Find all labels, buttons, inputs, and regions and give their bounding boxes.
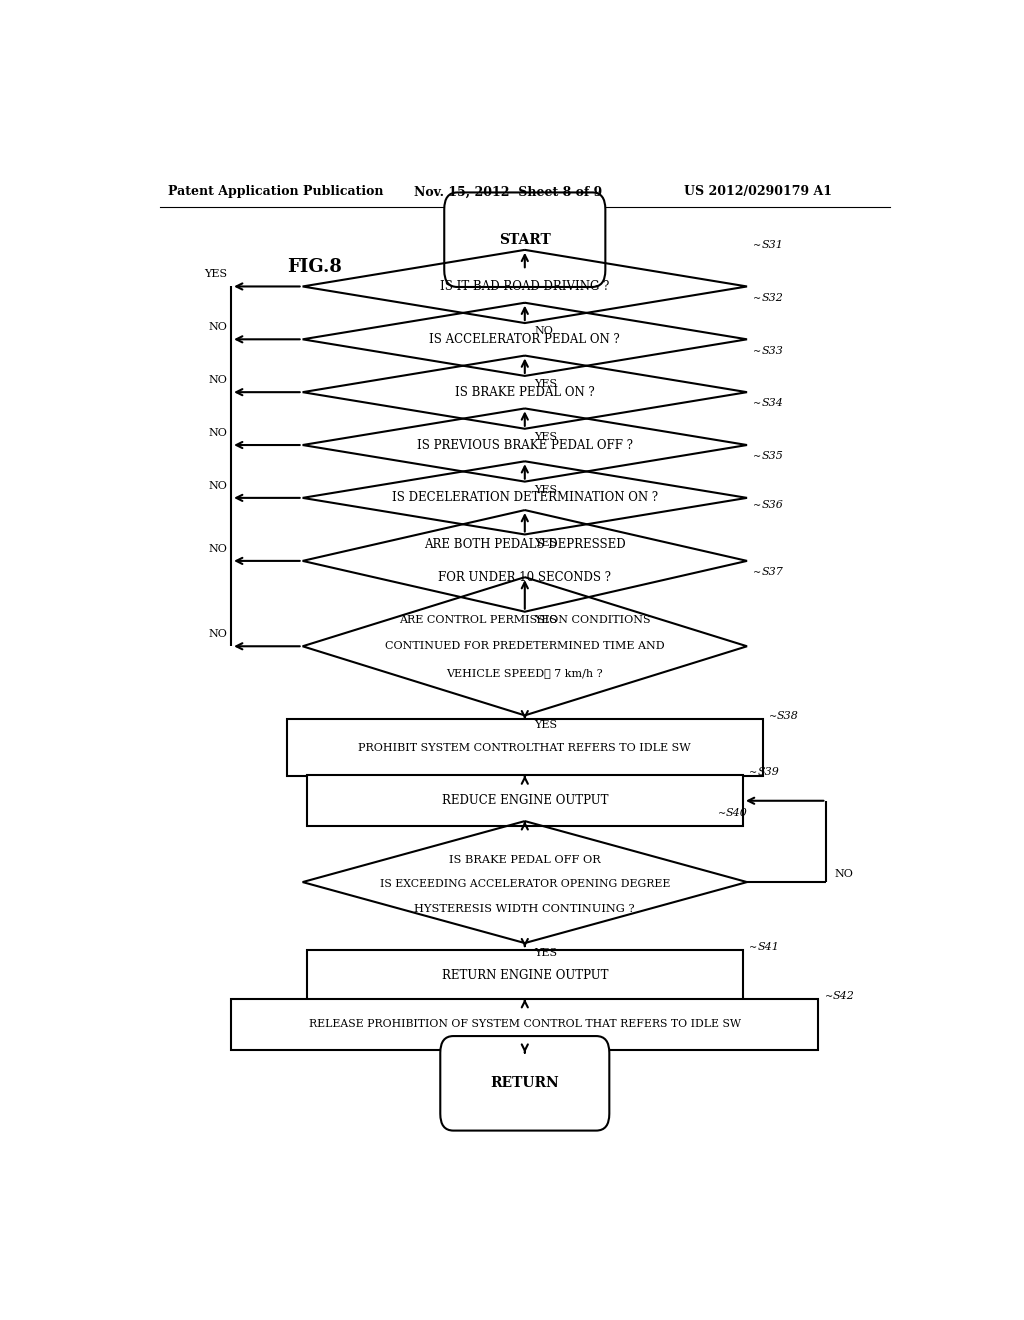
Text: NO: NO <box>535 326 553 337</box>
Text: S31: S31 <box>761 240 783 249</box>
Text: PROHIBIT SYSTEM CONTROLTHAT REFERS TO IDLE SW: PROHIBIT SYSTEM CONTROLTHAT REFERS TO ID… <box>358 743 691 752</box>
Text: Patent Application Publication: Patent Application Publication <box>168 185 383 198</box>
Text: YES: YES <box>535 537 557 548</box>
Text: RETURN ENGINE OUTPUT: RETURN ENGINE OUTPUT <box>441 969 608 982</box>
Text: YES: YES <box>535 484 557 495</box>
Text: IS EXCEEDING ACCELERATOR OPENING DEGREE: IS EXCEEDING ACCELERATOR OPENING DEGREE <box>380 879 670 890</box>
Text: ~: ~ <box>754 240 762 249</box>
Text: ~: ~ <box>750 768 758 777</box>
FancyBboxPatch shape <box>287 719 763 776</box>
Text: ~: ~ <box>824 993 833 1001</box>
Text: S33: S33 <box>761 346 783 355</box>
FancyBboxPatch shape <box>231 999 818 1049</box>
Text: S32: S32 <box>761 293 783 302</box>
Text: ~: ~ <box>769 713 777 722</box>
Text: IS PREVIOUS BRAKE PEDAL OFF ?: IS PREVIOUS BRAKE PEDAL OFF ? <box>417 438 633 451</box>
Text: ~: ~ <box>754 294 762 302</box>
Text: ~: ~ <box>754 347 762 355</box>
FancyBboxPatch shape <box>306 950 743 1001</box>
Text: Nov. 15, 2012  Sheet 8 of 9: Nov. 15, 2012 Sheet 8 of 9 <box>414 185 602 198</box>
FancyBboxPatch shape <box>444 193 605 286</box>
Text: HYSTERESIS WIDTH CONTINUING ?: HYSTERESIS WIDTH CONTINUING ? <box>415 903 635 913</box>
Text: NO: NO <box>208 630 227 639</box>
Text: ~: ~ <box>754 400 762 408</box>
Text: YES: YES <box>535 721 557 730</box>
Text: IS IT BAD ROAD DRIVING ?: IS IT BAD ROAD DRIVING ? <box>440 280 609 293</box>
Text: NO: NO <box>835 869 853 879</box>
Text: ARE CONTROL PERMISSION CONDITIONS: ARE CONTROL PERMISSION CONDITIONS <box>399 615 650 624</box>
Text: YES: YES <box>204 269 227 280</box>
Text: S37: S37 <box>761 568 783 577</box>
Text: YES: YES <box>535 948 557 958</box>
Text: RELEASE PROHIBITION OF SYSTEM CONTROL THAT REFERS TO IDLE SW: RELEASE PROHIBITION OF SYSTEM CONTROL TH… <box>309 1019 740 1030</box>
Text: S42: S42 <box>833 991 855 1001</box>
Text: YES: YES <box>535 615 557 624</box>
Text: NO: NO <box>208 375 227 385</box>
Text: S38: S38 <box>777 711 799 722</box>
Text: ~: ~ <box>754 502 762 510</box>
Text: ~: ~ <box>754 568 762 577</box>
Text: ~: ~ <box>754 453 762 461</box>
Text: S40: S40 <box>726 808 748 818</box>
Text: IS DECELERATION DETERMINATION ON ?: IS DECELERATION DETERMINATION ON ? <box>392 491 657 504</box>
Text: NO: NO <box>208 428 227 438</box>
FancyBboxPatch shape <box>306 775 743 826</box>
Text: FIG.8: FIG.8 <box>287 259 342 276</box>
Text: S41: S41 <box>758 942 779 952</box>
Text: ARE BOTH PEDALS DEPRESSED: ARE BOTH PEDALS DEPRESSED <box>424 539 626 552</box>
FancyBboxPatch shape <box>440 1036 609 1131</box>
Text: YES: YES <box>535 379 557 389</box>
Text: ~: ~ <box>750 944 758 952</box>
Text: NO: NO <box>208 480 227 491</box>
Text: REDUCE ENGINE OUTPUT: REDUCE ENGINE OUTPUT <box>441 795 608 808</box>
Text: IS ACCELERATOR PEDAL ON ?: IS ACCELERATOR PEDAL ON ? <box>429 333 621 346</box>
Text: IS BRAKE PEDAL ON ?: IS BRAKE PEDAL ON ? <box>455 385 595 399</box>
Text: S39: S39 <box>758 767 779 777</box>
Text: NO: NO <box>208 544 227 553</box>
Text: RETURN: RETURN <box>490 1076 559 1090</box>
Text: YES: YES <box>535 432 557 442</box>
Text: NO: NO <box>208 322 227 333</box>
Text: S34: S34 <box>761 399 783 408</box>
Text: CONTINUED FOR PREDETERMINED TIME AND: CONTINUED FOR PREDETERMINED TIME AND <box>385 642 665 651</box>
Text: S36: S36 <box>761 500 783 510</box>
Text: ~: ~ <box>718 809 726 818</box>
Text: S35: S35 <box>761 451 783 461</box>
Text: START: START <box>499 232 551 247</box>
Text: US 2012/0290179 A1: US 2012/0290179 A1 <box>684 185 831 198</box>
Text: FOR UNDER 10 SECONDS ?: FOR UNDER 10 SECONDS ? <box>438 570 611 583</box>
Text: VEHICLE SPEED≧ 7 km/h ?: VEHICLE SPEED≧ 7 km/h ? <box>446 668 603 677</box>
Text: IS BRAKE PEDAL OFF OR: IS BRAKE PEDAL OFF OR <box>449 855 601 865</box>
